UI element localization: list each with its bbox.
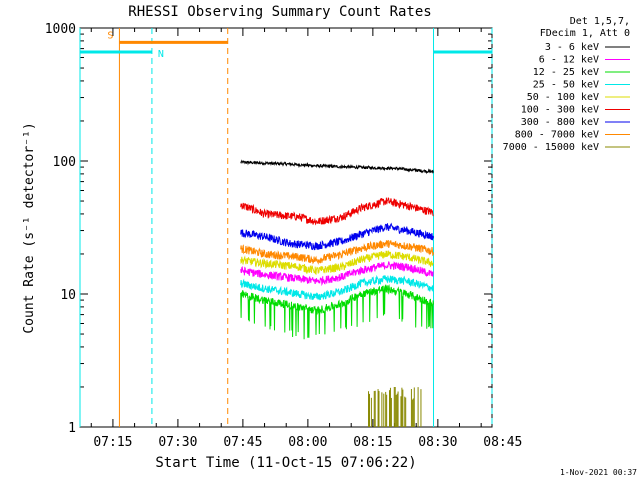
x-tick-label: 08:00 (288, 435, 327, 450)
legend-entry-label: 6 - 12 keV (539, 55, 599, 66)
legend-entry-label: 800 - 7000 keV (515, 130, 599, 141)
legend-entry-label: 3 - 6 keV (545, 42, 599, 53)
series-line (240, 239, 434, 265)
series-group (240, 159, 434, 427)
series-line (240, 284, 434, 340)
y-tick-label: 1 (68, 421, 76, 436)
y-tick-label: 1000 (45, 22, 76, 37)
event-markers: SN (79, 28, 493, 427)
legend-entry-label: 25 - 50 keV (533, 80, 599, 91)
night-label: N (158, 49, 164, 60)
series-line (240, 197, 434, 226)
series-line (240, 274, 434, 301)
y-tick-labels: 1 10 100 1000 (45, 22, 76, 436)
legend-entry-label: 100 - 300 keV (521, 105, 599, 116)
legend-entry-label: 12 - 25 keV (533, 67, 599, 78)
x-tick-label: 08:15 (353, 435, 392, 450)
saa-label: S (107, 30, 113, 41)
axis-ticks (80, 28, 492, 428)
legend-header-line: Det 1,5,7, (570, 16, 630, 27)
y-tick-label: 10 (60, 288, 76, 303)
legend-entry-label: 50 - 100 keV (527, 92, 599, 103)
y-axis-label: Count Rate (s⁻¹ detector⁻¹) (22, 122, 37, 333)
x-tick-labels: 07:15 07:30 07:45 08:00 08:15 08:30 08:45 (93, 435, 522, 450)
series-line (240, 222, 434, 251)
series-line (240, 250, 434, 276)
x-tick-label: 08:45 (483, 435, 522, 450)
series-line (240, 261, 434, 287)
legend-entry-label: 300 - 800 keV (521, 117, 599, 128)
x-tick-label: 07:30 (158, 435, 197, 450)
legend: Det 1,5,7,FDecim 1, Att 0 3 - 6 keV 6 - 12… (503, 16, 630, 153)
x-axis-label: Start Time (11-Oct-15 07:06:22) (155, 455, 416, 471)
plot-frame (79, 27, 493, 428)
legend-entry-label: 7000 - 15000 keV (503, 142, 599, 153)
x-tick-label: 08:30 (418, 435, 457, 450)
y-tick-label: 100 (53, 155, 76, 170)
x-tick-label: 07:45 (223, 435, 262, 450)
x-tick-label: 07:15 (93, 435, 132, 450)
legend-header-line: FDecim 1, Att 0 (540, 28, 630, 39)
chart-title: RHESSI Observing Summary Count Rates (128, 4, 431, 20)
timestamp: 1-Nov-2021 00:37 (560, 468, 637, 477)
series-line (240, 159, 434, 175)
